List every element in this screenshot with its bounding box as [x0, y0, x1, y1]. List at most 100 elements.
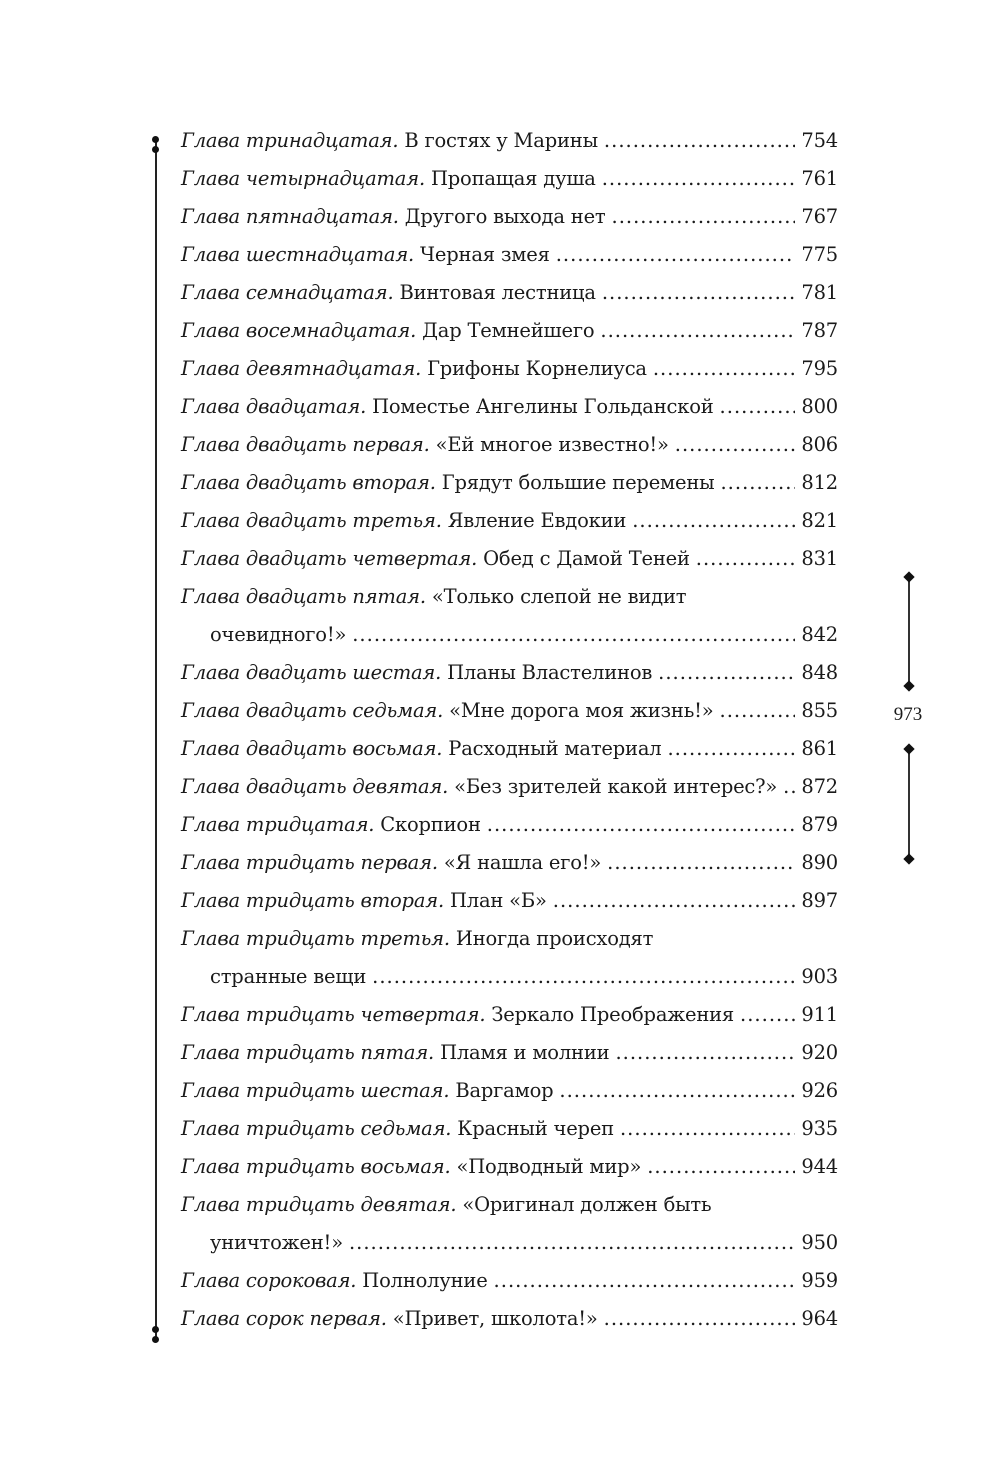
- toc-entry[interactable]: Глава тридцать четвертая. Зеркало Преобра…: [181, 996, 838, 1034]
- page-ref: 944: [801, 1155, 838, 1178]
- diamond-ornament: [903, 853, 915, 865]
- toc-entry[interactable]: Глава пятнадцатая.Другого выхода нет 767: [181, 198, 838, 236]
- chapter-label: Глава пятнадцатая.: [181, 205, 399, 228]
- chapter-title: Пламя и молнии: [440, 1041, 610, 1064]
- folio-rule-top: [908, 577, 910, 687]
- diamond-ornament: [903, 571, 915, 583]
- chapter-label: Глава тридцать шестая.: [181, 1079, 450, 1102]
- chapter-title: Скорпион: [380, 813, 481, 836]
- page-ref: 890: [801, 851, 838, 874]
- toc-entry[interactable]: Глава тридцатая.Скорпион 879: [181, 806, 838, 844]
- chapter-title: Грядут большие перемены: [441, 471, 715, 494]
- chapter-title: Пропащая душа: [430, 167, 596, 190]
- left-rule: [155, 140, 157, 1338]
- toc-entry[interactable]: Глава тридцать пятая.Пламя и молнии 920: [181, 1034, 838, 1072]
- page-ref: 911: [801, 1003, 838, 1026]
- chapter-label: Глава семнадцатая.: [181, 281, 394, 304]
- page-ref: 761: [801, 167, 838, 190]
- dot-leader: [372, 958, 795, 996]
- toc-entry[interactable]: Глава двадцать шестая.Планы Властелинов 8…: [181, 654, 838, 692]
- dot-leader: [620, 1110, 795, 1148]
- toc-entry-continuation[interactable]: странные вещи 903: [181, 958, 838, 996]
- toc-entry[interactable]: Глава двадцать пятая. «Только слепой не в…: [181, 578, 838, 616]
- toc-entry[interactable]: Глава двадцать девятая. «Без зрителей как…: [181, 768, 838, 806]
- toc-entry[interactable]: Глава двадцать вторая. Грядут большие пер…: [181, 464, 838, 502]
- chapter-title: Грифоны Корнелиуса: [427, 357, 647, 380]
- chapter-title: «Только слепой не видит: [431, 585, 687, 608]
- dot-leader: [720, 388, 796, 426]
- toc-entry[interactable]: Глава тридцать восьмая.«Подводный мир» 94…: [181, 1148, 838, 1186]
- toc-entry[interactable]: Глава двадцатая. Поместье Ангелины Гольда…: [181, 388, 838, 426]
- toc-entry[interactable]: Глава тридцать седьмая.Красный череп 935: [181, 1110, 838, 1148]
- page-ref: 959: [801, 1269, 838, 1292]
- chapter-label: Глава двадцать вторая.: [181, 471, 436, 494]
- chapter-label: Глава тридцать пятая.: [181, 1041, 435, 1064]
- chapter-title: Винтовая лестница: [399, 281, 596, 304]
- toc-entry[interactable]: Глава тридцать первая.«Я нашла его!» 890: [181, 844, 838, 882]
- chapter-label: Глава двадцать четвертая.: [181, 547, 478, 570]
- chapter-title: Обед с Дамой Теней: [483, 547, 690, 570]
- rule-dot: [152, 1326, 159, 1333]
- chapter-label: Глава девятнадцатая.: [181, 357, 422, 380]
- dot-leader: [653, 350, 796, 388]
- toc-entry-continuation[interactable]: уничтожен!» 950: [181, 1224, 838, 1262]
- rule-dot: [152, 136, 159, 143]
- dot-leader: [487, 806, 796, 844]
- chapter-title: «Подводный мир»: [456, 1155, 642, 1178]
- toc-entry[interactable]: Глава двадцать четвертая. Обед с Дамой Те…: [181, 540, 838, 578]
- toc-entry[interactable]: Глава тринадцатая.В гостях у Марины 754: [181, 122, 838, 160]
- page-number: 973: [893, 704, 923, 725]
- toc-entry[interactable]: Глава сорок первая.«Привет, школота!» 964: [181, 1300, 838, 1338]
- toc-entry[interactable]: Глава сороковая.Полнолуние 959: [181, 1262, 838, 1300]
- page-ref: 935: [801, 1117, 838, 1140]
- toc-entry[interactable]: Глава четырнадцатая.Пропащая душа 761: [181, 160, 838, 198]
- toc-entry-continuation[interactable]: очевидного!» 842: [181, 616, 838, 654]
- page-ref: 926: [801, 1079, 838, 1102]
- chapter-label: Глава двадцать первая.: [181, 433, 430, 456]
- page-ref: 950: [801, 1231, 838, 1254]
- chapter-title-continued: очевидного!»: [210, 623, 347, 646]
- page-ref: 754: [801, 129, 838, 152]
- chapter-title: «Ей многое известно!»: [435, 433, 669, 456]
- chapter-title: Варгамор: [455, 1079, 554, 1102]
- toc-entry[interactable]: Глава девятнадцатая.Грифоны Корнелиуса 79…: [181, 350, 838, 388]
- toc-entry[interactable]: Глава двадцать восьмая. Расходный материа…: [181, 730, 838, 768]
- chapter-label: Глава сорок первая.: [181, 1307, 387, 1330]
- chapter-label: Глава тридцать седьмая.: [181, 1117, 452, 1140]
- toc-entry[interactable]: Глава тридцать девятая. «Оригинал должен …: [181, 1186, 838, 1224]
- page-ref: 861: [801, 737, 838, 760]
- chapter-label: Глава тридцатая.: [181, 813, 375, 836]
- toc-entry[interactable]: Глава двадцать первая. «Ей многое известн…: [181, 426, 838, 464]
- dot-leader: [615, 1034, 795, 1072]
- toc-entry[interactable]: Глава двадцать седьмая. «Мне дорога моя ж…: [181, 692, 838, 730]
- chapter-title-continued: уничтожен!»: [210, 1231, 343, 1254]
- toc-entry[interactable]: Глава шестнадцатая.Черная змея 775: [181, 236, 838, 274]
- chapter-title: Дар Темнейшего: [422, 319, 595, 342]
- dot-leader: [696, 540, 796, 578]
- page-ref: 821: [801, 509, 838, 532]
- dot-leader: [349, 1224, 795, 1262]
- page-ref: 920: [801, 1041, 838, 1064]
- toc-entry[interactable]: Глава восемнадцатая.Дар Темнейшего 787: [181, 312, 838, 350]
- dot-leader: [632, 502, 795, 540]
- dot-leader: [720, 464, 795, 502]
- page-ref: 806: [801, 433, 838, 456]
- toc-entry[interactable]: Глава двадцать третья.Явление Евдокии 821: [181, 502, 838, 540]
- toc-entry[interactable]: Глава семнадцатая.Винтовая лестница 781: [181, 274, 838, 312]
- dot-leader: [553, 882, 796, 920]
- page-ref: 842: [801, 623, 838, 646]
- chapter-title: Красный череп: [457, 1117, 614, 1140]
- chapter-title: Расходный материал: [448, 737, 662, 760]
- page-ref: 800: [801, 395, 838, 418]
- toc-entry[interactable]: Глава тридцать вторая.План «Б» 897: [181, 882, 838, 920]
- chapter-title: Планы Властелинов: [447, 661, 653, 684]
- chapter-title: «Без зрителей какой интерес?»: [454, 775, 778, 798]
- rule-dot: [152, 146, 159, 153]
- toc-entry[interactable]: Глава тридцать третья. Иногда происходят: [181, 920, 838, 958]
- rule-dot: [152, 1336, 159, 1343]
- page-ref: 775: [801, 243, 838, 266]
- page-ref: 855: [801, 699, 838, 722]
- page-ref: 795: [801, 357, 838, 380]
- dot-leader: [604, 122, 795, 160]
- toc-entry[interactable]: Глава тридцать шестая.Варгамор 926: [181, 1072, 838, 1110]
